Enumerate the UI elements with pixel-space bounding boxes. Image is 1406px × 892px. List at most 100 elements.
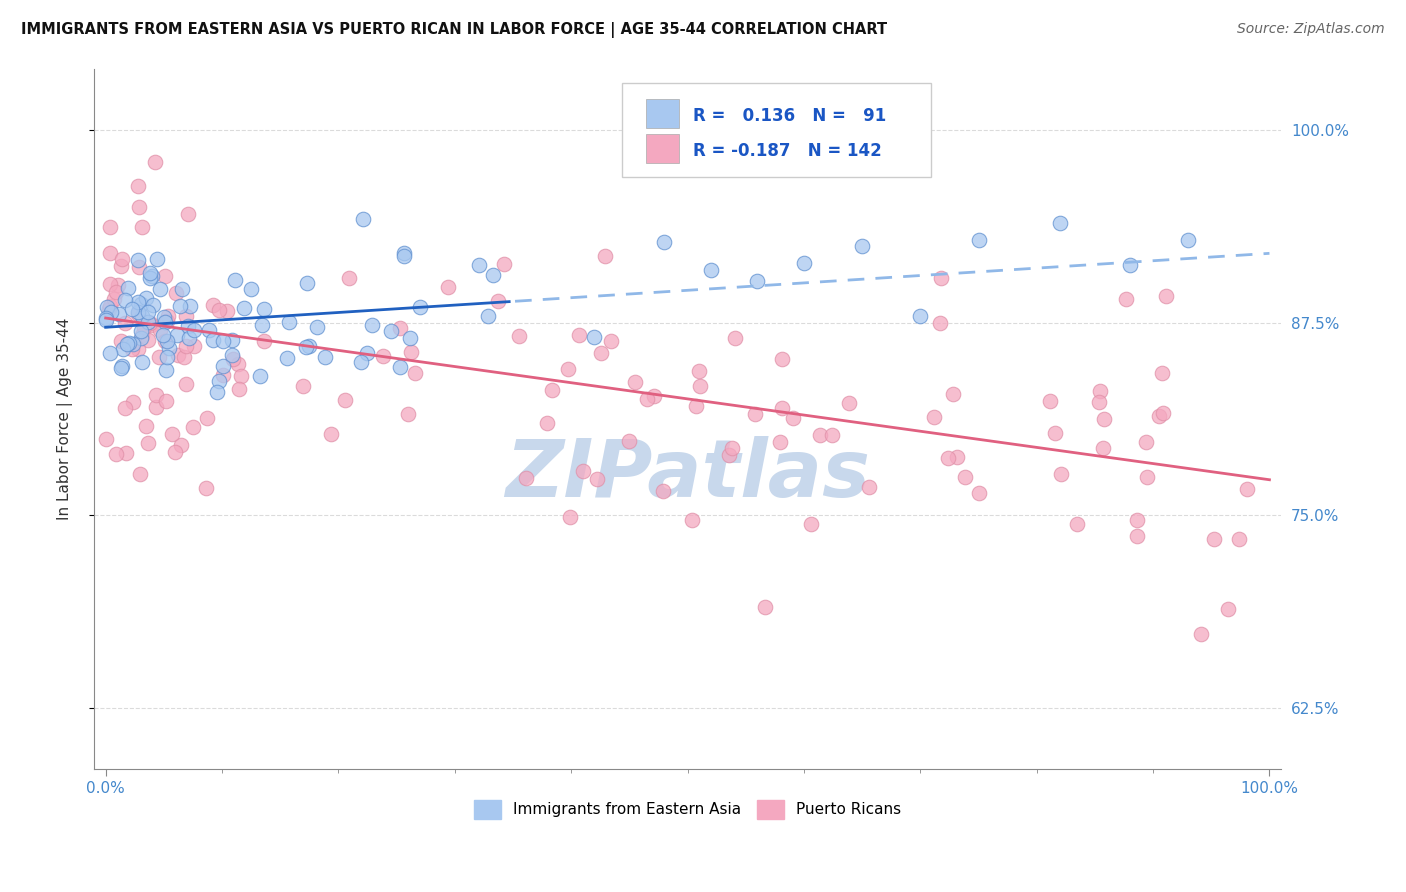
Point (515, 471, 537, 485)
Point (111, 252, 134, 267)
Point (139, 316, 162, 330)
Point (212, 368, 235, 383)
Point (156, 314, 179, 328)
Point (250, 318, 273, 332)
Point (595, 249, 617, 263)
Point (1092, 412, 1115, 426)
Text: Source: ZipAtlas.com: Source: ZipAtlas.com (1237, 22, 1385, 37)
Point (838, 396, 860, 410)
Point (131, 327, 153, 342)
Point (508, 329, 530, 343)
Point (389, 321, 412, 335)
Point (96, 300, 118, 314)
Point (1092, 441, 1115, 455)
Point (314, 351, 336, 365)
Point (155, 393, 177, 408)
Point (197, 323, 219, 337)
Point (100, 304, 122, 318)
Point (170, 282, 193, 296)
Point (1119, 258, 1142, 272)
Point (228, 358, 250, 372)
FancyBboxPatch shape (645, 99, 679, 128)
Point (409, 300, 432, 314)
Point (276, 351, 298, 366)
Point (305, 320, 328, 334)
Point (1050, 467, 1073, 481)
Point (233, 301, 256, 316)
Point (170, 438, 193, 452)
Point (652, 235, 675, 249)
Point (208, 374, 231, 388)
Point (600, 334, 623, 348)
Point (222, 351, 245, 366)
Point (135, 291, 157, 305)
Point (724, 331, 747, 345)
Point (352, 211, 374, 226)
Point (129, 324, 152, 338)
Point (586, 473, 609, 487)
Point (103, 292, 125, 306)
Point (468, 258, 491, 272)
Text: ZIPatlas: ZIPatlas (505, 436, 870, 514)
Point (157, 341, 180, 355)
Point (1088, 384, 1111, 398)
Point (228, 382, 250, 396)
Point (298, 339, 321, 353)
Point (129, 331, 152, 345)
Point (486, 293, 509, 308)
Point (477, 309, 499, 323)
Point (142, 298, 165, 312)
Point (371, 349, 394, 363)
Point (624, 376, 647, 390)
Point (165, 445, 187, 459)
Point (1204, 532, 1226, 546)
Point (769, 434, 792, 449)
Point (1236, 482, 1258, 496)
Point (149, 323, 172, 337)
Point (153, 310, 176, 324)
Point (558, 510, 581, 524)
Point (136, 316, 159, 330)
Point (129, 467, 152, 482)
Point (177, 207, 200, 221)
Point (229, 369, 252, 384)
Point (571, 464, 593, 478)
Point (294, 340, 316, 354)
Point (98, 219, 121, 234)
Point (1152, 366, 1174, 380)
Point (152, 327, 174, 342)
Point (131, 219, 153, 234)
Point (770, 401, 793, 415)
Point (174, 309, 197, 323)
Point (98, 302, 121, 317)
Point (953, 470, 976, 484)
Point (967, 486, 990, 500)
Point (1177, 233, 1199, 247)
Point (754, 599, 776, 614)
Point (1088, 395, 1111, 409)
Point (141, 268, 163, 283)
Point (127, 179, 149, 194)
Point (111, 359, 134, 374)
Point (721, 442, 744, 456)
Point (131, 310, 153, 324)
Point (482, 268, 505, 282)
Point (169, 299, 191, 313)
Point (924, 409, 946, 424)
Point (135, 419, 157, 434)
Point (1049, 216, 1071, 230)
Point (319, 427, 342, 442)
Point (643, 389, 665, 403)
Point (104, 285, 127, 299)
Point (156, 350, 179, 364)
Point (392, 246, 415, 260)
Point (494, 257, 516, 271)
Point (770, 351, 793, 366)
Point (436, 279, 458, 293)
Point (177, 318, 200, 333)
Point (249, 369, 271, 384)
Point (96, 432, 118, 446)
Point (1189, 627, 1212, 641)
Point (240, 282, 263, 296)
Point (145, 388, 167, 402)
